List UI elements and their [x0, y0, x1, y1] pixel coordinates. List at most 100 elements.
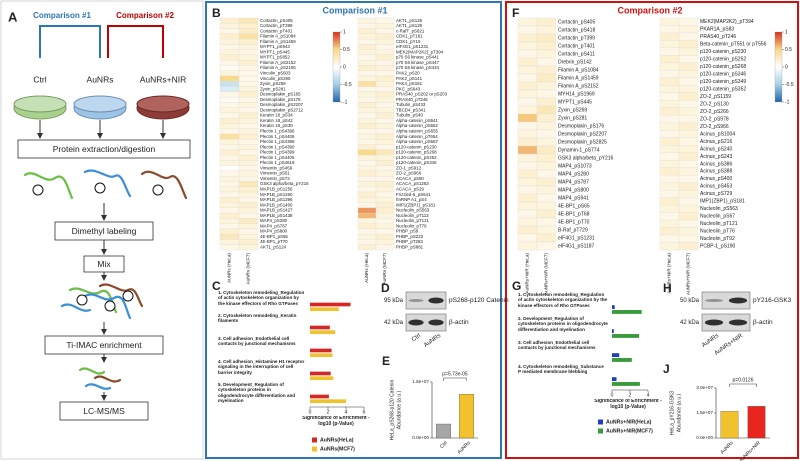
heatmap-cell [375, 123, 395, 129]
row-label: Cortactin_pT399 [260, 23, 293, 28]
heatmap-cell [536, 193, 557, 203]
row-label: TBCD4_pS341 [396, 107, 426, 112]
heatmap-cell [357, 176, 377, 182]
row-label: PKAR1A_pS83 [700, 27, 734, 33]
row-label: MAP4_pS787 [558, 179, 589, 185]
bar [747, 406, 766, 439]
row-label: Drebrin_pS142 [558, 59, 592, 65]
bar [310, 376, 334, 381]
row-label: Cortactin_pT401 [260, 28, 293, 33]
heatmap-cell [536, 241, 557, 251]
y-axis-label: HeLa_pY216-GSK3 [669, 391, 675, 435]
x-axis-label-box: Significance of Enrichment -log10 (p-Val… [302, 416, 370, 427]
heatmap-cell [219, 33, 240, 40]
comparison-label: Comparison #1 [33, 11, 91, 20]
row-label: Nucleolin_pT113 [396, 213, 429, 218]
row-label: Tubulin_pS40 [396, 113, 423, 118]
heatmap-cell [238, 23, 259, 29]
row-label: GSK3 alpha/beta_pY216 [260, 181, 309, 186]
heatmap-cell [238, 149, 259, 156]
group-label: AuNRs [87, 74, 114, 84]
row-label: Desmoplakin_pS165 [260, 92, 301, 97]
heatmap-cell [678, 100, 699, 108]
row-label: MEK2(MAP2K2)_pT394 [396, 49, 444, 54]
row-label: 4E-BP1_pT70 [558, 219, 590, 225]
row-label: Plectin 1_pS4390 [260, 144, 295, 149]
heatmap-cell [517, 89, 538, 99]
row-label: PHBP_pS881 [396, 245, 424, 250]
row-label: Vimentin_pS73 [260, 176, 290, 181]
row-label: Dynamin-1_pS774 [558, 147, 600, 153]
row-label: p70 S6 kinase_pS434 [396, 65, 440, 70]
row-label: PRAS40_pT246 [396, 97, 428, 102]
dish [73, 95, 127, 113]
heatmap-cell [238, 65, 259, 71]
row-label: Vimentin_pS51 [260, 171, 290, 176]
heatmap-cell [238, 33, 259, 40]
category-label: 2. Cytoskeleton remodeling_Keratin filam… [218, 313, 297, 324]
category-label: 4. Cell adhesion_Histamine H1 receptor s… [218, 359, 305, 375]
row-label: Vinculin_pS290 [260, 76, 291, 81]
row-label: CDK1_pY15 [396, 39, 421, 44]
y-axis-label: HeLa_pS268-p120 Catenin [389, 379, 395, 440]
phospho-icon [32, 184, 44, 196]
heatmap-cell [678, 77, 699, 86]
heatmap-cell [219, 54, 240, 61]
heatmap-cell [357, 86, 377, 92]
heatmap-cell [238, 128, 259, 135]
row-label: Nucleolin_pS563 [700, 206, 738, 212]
row-label: Cortactin_pT399 [558, 35, 595, 41]
heatmap-cell [238, 28, 259, 34]
legend-swatch [312, 437, 317, 443]
group-label: Ctrl [33, 74, 46, 84]
row-label: PAK2_pS20 [396, 71, 420, 76]
row-label: MYPT1_pS852 [260, 55, 290, 60]
heatmap-cell [517, 177, 538, 187]
heatmap-cell [219, 149, 240, 156]
heatmap-cell [659, 137, 680, 146]
heatmap-cell [659, 167, 680, 176]
heatmap-cell [238, 107, 259, 114]
heatmap-cell [357, 244, 377, 251]
row-label: Nucleolin_pT76 [700, 229, 735, 235]
blot-band [704, 299, 724, 302]
heatmap-cell [375, 149, 395, 156]
heatmap-cell [375, 65, 395, 71]
heatmap-cell [678, 85, 699, 93]
heatmap-cell [536, 201, 557, 211]
heatmap-cell [375, 54, 395, 61]
heatmap-cell [375, 38, 395, 45]
row-label: MAP4_pS280 [558, 171, 589, 177]
heatmap-cell [238, 139, 259, 145]
row-label: p120-catenin_pS349 [700, 79, 746, 85]
heatmap-cell [357, 60, 377, 66]
blot-strip [405, 313, 447, 332]
heatmap-cell [536, 233, 557, 243]
heatmap-cell [659, 70, 680, 78]
heatmap-cell [357, 191, 377, 198]
heatmap-cell [238, 91, 259, 98]
heatmap-cell [375, 212, 395, 219]
category-label-box: 5. Development_Regulation of cytoskeleto… [218, 382, 295, 403]
row-label: IMP1(ZBP1)_pS181 [396, 202, 436, 207]
blot-strip [405, 291, 447, 310]
heatmap-cell [678, 227, 699, 236]
heatmap-cell [678, 62, 699, 71]
heatmap-cell [517, 169, 538, 179]
heatmap-cell [357, 44, 377, 50]
legend-swatch [312, 446, 317, 452]
column-label: AuNRs+NIR (MCF7) [544, 253, 549, 295]
row-label: Desmoplakin_pS176 [260, 97, 301, 102]
y-axis-label: Abundance (a.u.) [676, 393, 682, 432]
column-label: AuNRs (MCF7) [246, 253, 251, 285]
band-name: pS268-p120 Catenin [449, 297, 509, 304]
heatmap-cell [375, 70, 395, 77]
heatmap-cell [678, 122, 699, 131]
row-label: Nucleolin_pT92 [700, 236, 735, 242]
row-label: Plectin 1_pS4396 [260, 129, 295, 134]
heatmap-cell [238, 234, 259, 240]
heatmap-cell [375, 186, 395, 193]
panel-label: F [512, 6, 519, 20]
colorbar-tick-label: 0 [343, 64, 346, 70]
heatmap-cell [517, 65, 538, 75]
